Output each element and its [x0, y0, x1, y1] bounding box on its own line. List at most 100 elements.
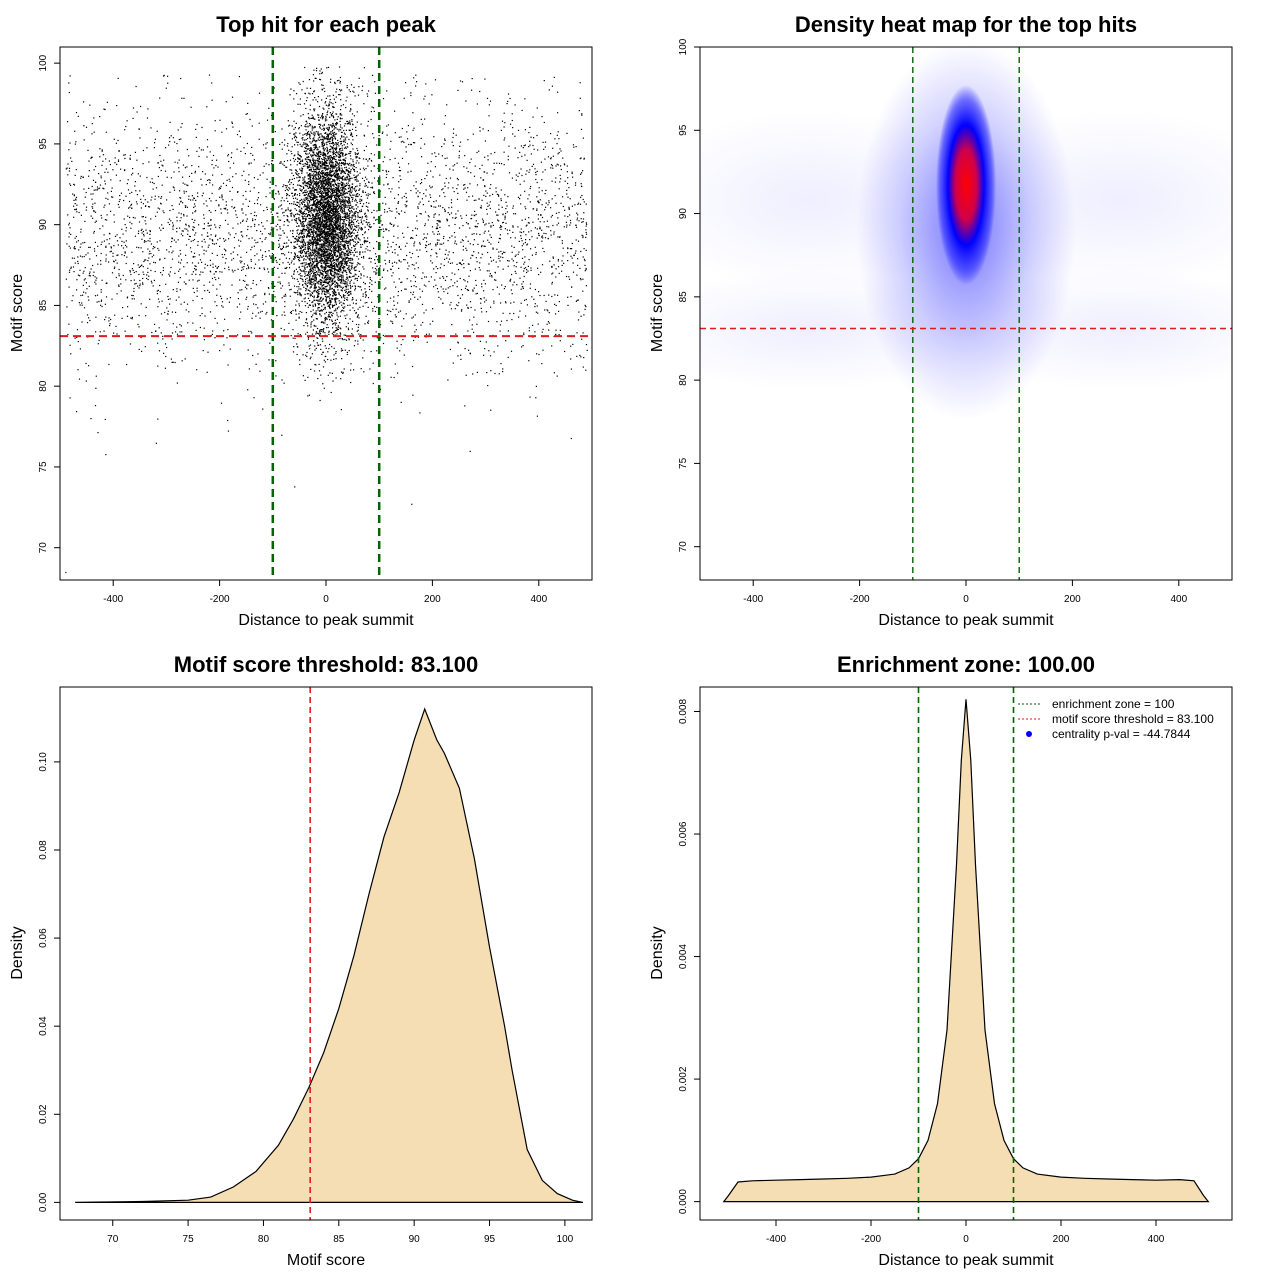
scatter-point	[535, 397, 537, 399]
scatter-point	[523, 145, 525, 147]
scatter-point	[417, 195, 419, 197]
scatter-point	[426, 250, 428, 253]
scatter-point	[351, 265, 353, 267]
scatter-point	[426, 241, 428, 243]
scatter-point	[430, 196, 432, 198]
scatter-point	[479, 269, 481, 271]
scatter-point	[75, 196, 78, 198]
scatter-point	[346, 136, 348, 138]
scatter-point	[553, 233, 555, 235]
scatter-point	[512, 207, 514, 209]
scatter-point	[99, 156, 101, 158]
scatter-point	[326, 133, 328, 136]
scatter-point	[576, 332, 578, 334]
scatter-point	[138, 314, 140, 317]
scatter-point	[511, 119, 513, 122]
scatter-point	[88, 170, 90, 172]
scatter-point	[444, 258, 446, 260]
scatter-point	[204, 173, 206, 175]
scatter-point	[521, 286, 523, 288]
scatter-point	[153, 254, 155, 256]
scatter-point	[100, 289, 102, 291]
scatter-point	[364, 251, 366, 253]
scatter-point	[298, 245, 300, 247]
scatter-point	[421, 123, 424, 125]
scatter-point	[415, 234, 418, 236]
scatter-point	[385, 203, 387, 205]
scatter-point	[259, 317, 261, 319]
scatter-point	[337, 223, 339, 226]
scatter-point	[572, 343, 574, 345]
scatter-point	[237, 298, 239, 300]
scatter-point	[67, 214, 69, 216]
scatter-point	[313, 211, 315, 213]
scatter-point	[270, 256, 272, 258]
scatter-point	[393, 235, 395, 237]
scatter-point	[115, 276, 117, 279]
scatter-point	[321, 198, 323, 200]
scatter-point	[392, 241, 394, 243]
scatter-point	[251, 246, 253, 248]
scatter-point	[92, 264, 94, 267]
scatter-point	[289, 289, 291, 291]
scatter-point	[552, 272, 554, 274]
scatter-point	[398, 246, 400, 248]
scatter-point	[156, 241, 158, 243]
scatter-point	[268, 287, 270, 289]
scatter-point	[224, 219, 227, 221]
scatter-point	[149, 250, 151, 252]
scatter-point	[558, 138, 560, 140]
scatter-point	[550, 133, 552, 135]
scatter-point	[89, 319, 91, 322]
scatter-point	[386, 301, 388, 303]
scatter-point	[191, 172, 193, 174]
scatter-point	[367, 306, 369, 308]
scatter-point	[510, 302, 512, 304]
scatter-point	[184, 206, 187, 208]
scatter-point	[324, 252, 326, 254]
scatter-point	[211, 239, 214, 241]
scatter-point	[367, 206, 369, 208]
scatter-point	[83, 101, 85, 103]
scatter-point	[538, 187, 540, 189]
scatter-point	[471, 254, 473, 256]
scatter-point	[219, 271, 221, 273]
scatter-point	[535, 253, 537, 255]
scatter-point	[311, 251, 313, 253]
scatter-point	[298, 82, 300, 84]
scatter-point	[542, 247, 544, 249]
scatter-point	[317, 289, 320, 291]
scatter-point	[308, 169, 310, 171]
scatter-point	[240, 222, 242, 224]
scatter-point	[333, 125, 335, 127]
scatter-point	[463, 267, 465, 269]
scatter-point	[355, 299, 357, 301]
scatter-point	[275, 225, 277, 227]
scatter-point	[351, 299, 353, 301]
scatter-point	[236, 216, 238, 218]
scatter-point	[68, 149, 70, 151]
scatter-point	[303, 221, 305, 223]
scatter-point	[481, 244, 483, 247]
scatter-point	[299, 334, 301, 336]
scatter-point	[174, 361, 176, 364]
scatter-point	[464, 184, 466, 186]
scatter-point	[417, 207, 419, 209]
scatter-point	[120, 192, 122, 194]
scatter-point	[286, 215, 288, 217]
scatter-point	[248, 330, 250, 332]
scatter-point	[82, 284, 84, 286]
scatter-point	[150, 127, 152, 129]
scatter-point	[147, 201, 149, 203]
scatter-point	[253, 214, 255, 217]
scatter-point	[77, 240, 79, 242]
scatter-point	[270, 208, 272, 210]
scatter-point	[212, 284, 214, 286]
scatter-point	[393, 304, 395, 306]
scatter-point	[507, 265, 509, 267]
scatter-point	[171, 338, 173, 340]
scatter-point	[550, 164, 553, 166]
scatter-point	[74, 337, 76, 339]
scatter-point	[276, 261, 278, 264]
scatter-point	[516, 261, 518, 264]
